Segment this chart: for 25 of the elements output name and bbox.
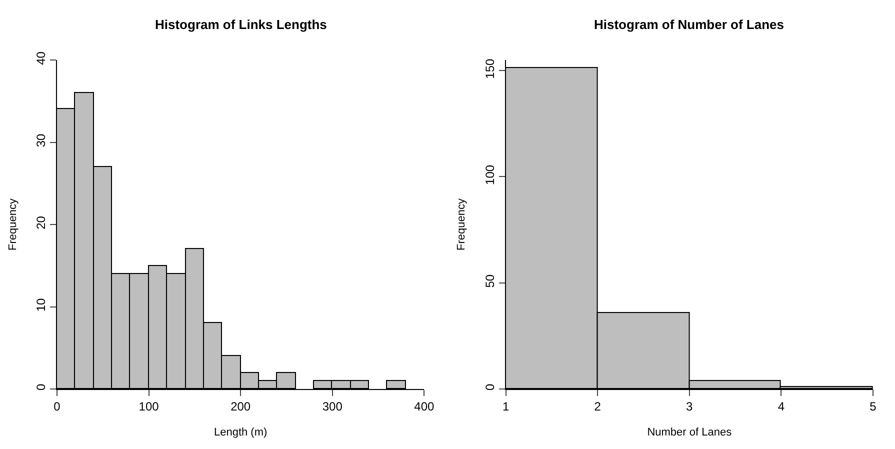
x-tick-label: 400 — [414, 399, 435, 414]
y-tick-label: 50 — [483, 274, 497, 288]
x-tick-label: 4 — [778, 399, 785, 414]
x-tick-label: 0 — [54, 399, 61, 414]
x-tick-label: 3 — [686, 399, 694, 414]
y-tick-label: 30 — [34, 133, 48, 148]
x-tick-label: 1 — [502, 399, 510, 414]
y-tick-label: 40 — [34, 51, 48, 65]
y-axis-title: Frequency — [6, 198, 19, 250]
y-tick-label: 0 — [483, 384, 497, 391]
x-axis-title: Number of Lanes — [647, 426, 732, 439]
y-tick-label: 150 — [483, 58, 497, 79]
y-tick-label: 0 — [34, 384, 48, 391]
chart-title: Histogram of Number of Lanes — [594, 17, 784, 32]
y-tick-label: 100 — [483, 164, 497, 185]
y-axis-title: Frequency — [456, 198, 468, 250]
y-tick-label: 20 — [34, 216, 48, 230]
x-axis-title: Length (m) — [214, 426, 268, 439]
x-tick-label: 5 — [870, 399, 877, 414]
x-tick-label: 2 — [594, 399, 602, 414]
y-tick-label: 10 — [34, 298, 48, 312]
x-tick-label: 100 — [138, 399, 160, 414]
x-tick-label: 300 — [322, 399, 343, 414]
chart-title: Histogram of Links Lengths — [155, 17, 327, 32]
x-tick-label: 200 — [230, 399, 251, 414]
